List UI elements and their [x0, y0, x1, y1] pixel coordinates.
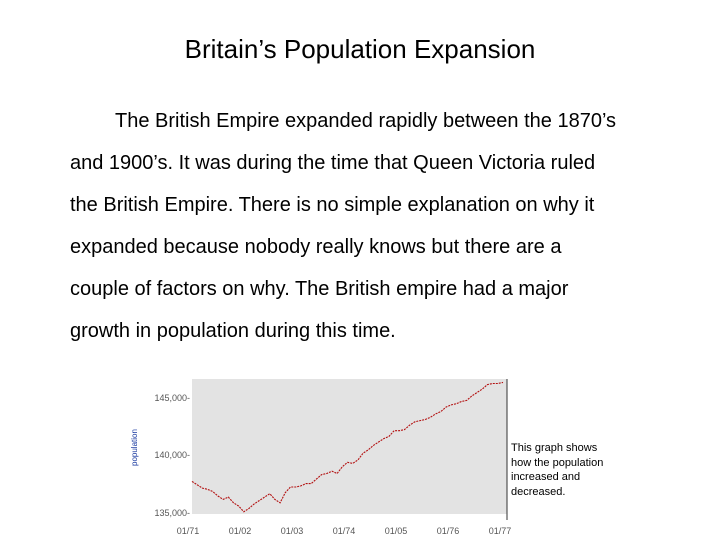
body-paragraph: The British Empire expanded rapidly betw… — [70, 100, 670, 352]
chart-caption: This graph shows how the population incr… — [511, 442, 604, 498]
slide-title: Britain’s Population Expansion — [184, 34, 536, 64]
population-series-line — [191, 381, 504, 513]
population-chart-svg: 145,000- 140,000- 135,000- 01/71 01/02 01/03 0… — [154, 379, 512, 536]
x-tick-label: 01/76 — [437, 526, 460, 536]
x-tick-label: 01/02 — [229, 526, 252, 536]
x-tick-label: 01/77 — [489, 526, 512, 536]
paragraph-line: and 1900’s. It was during the time that … — [70, 152, 596, 174]
paragraph-line: The British Empire expanded rapidly betw… — [115, 110, 617, 132]
paragraph-line: couple of factors on why. The British em… — [70, 278, 569, 300]
x-tick-label: 01/74 — [333, 526, 356, 536]
y-tick-label: 145,000- — [154, 393, 190, 403]
population-chart: 145,000- 140,000- 135,000- 01/71 01/02 01/03 0… — [128, 376, 513, 540]
plot-area — [192, 379, 507, 514]
paragraph-line: the British Empire. There is no simple e… — [70, 194, 595, 216]
y-axis-label: population — [130, 429, 139, 466]
paragraph-line: expanded because nobody really knows but… — [70, 236, 562, 258]
x-tick-label: 01/71 — [177, 526, 200, 536]
x-tick-label: 01/05 — [385, 526, 408, 536]
y-tick-label: 135,000- — [154, 508, 190, 518]
paragraph-line: growth in population during this time. — [70, 320, 396, 342]
x-tick-label: 01/03 — [281, 526, 304, 536]
y-tick-label: 140,000- — [154, 450, 190, 460]
